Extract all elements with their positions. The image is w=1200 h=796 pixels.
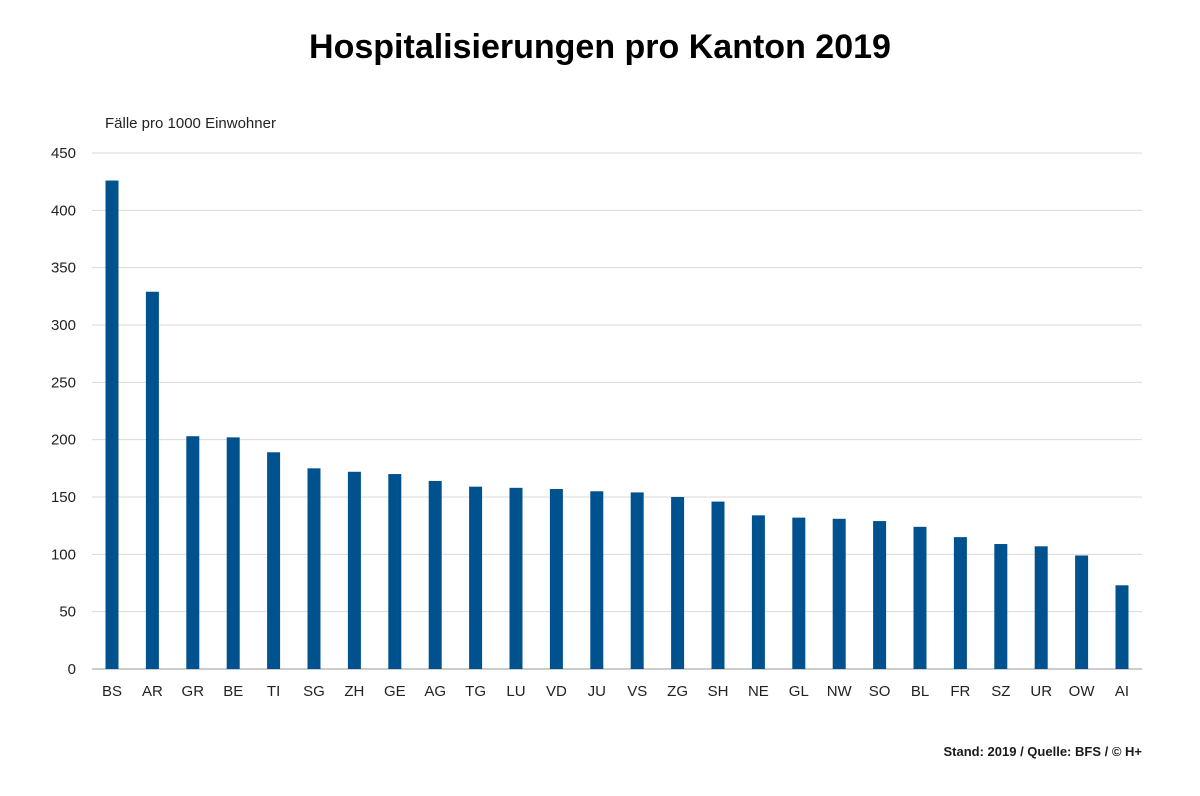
bar-vs [630,492,644,669]
x-tick-label: BS [102,683,122,700]
y-tick-label: 0 [68,661,76,678]
x-tick-label: BL [911,683,929,700]
bar-ai [1115,585,1129,669]
bar-fr [953,537,967,669]
x-tick-label: UR [1030,683,1052,700]
bar-ar [145,291,159,669]
y-tick-label: 400 [51,202,76,219]
x-tick-label: SZ [991,683,1010,700]
y-tick-label: 450 [51,145,76,162]
bar-so [873,521,887,669]
x-tick-label: AG [424,683,446,700]
bar-ow [1075,555,1089,669]
x-tick-label: ZH [344,683,364,700]
y-tick-label: 350 [51,260,76,277]
bar-zh [347,471,361,669]
bar-ne [751,515,765,669]
y-tick-label: 150 [51,489,76,506]
bar-sg [307,468,321,669]
x-tick-label: AR [142,683,163,700]
bars [105,180,1129,669]
x-tick-label: GR [182,683,205,700]
x-tick-label: JU [588,683,606,700]
bar-ag [428,480,442,669]
bar-sz [994,544,1008,669]
x-tick-label: BE [223,683,243,700]
y-axis-label: Fälle pro 1000 Einwohner [105,115,276,132]
x-tick-label: VD [546,683,567,700]
bar-bs [105,180,119,669]
y-tick-label: 300 [51,317,76,334]
x-tick-label: LU [506,683,525,700]
y-tick-label: 100 [51,546,76,563]
bar-ur [1034,546,1048,669]
bar-ge [388,474,402,669]
bar-tg [469,486,483,669]
x-tick-label: AI [1115,683,1129,700]
x-tick-label: NE [748,683,769,700]
x-tick-label: SO [869,683,891,700]
bar-vd [549,488,563,669]
x-tick-label: GL [789,683,809,700]
bar-sh [711,501,725,669]
bar-be [226,437,240,669]
bar-zg [671,497,685,669]
bar-ti [267,452,281,669]
bar-lu [509,487,523,669]
x-tick-label: FR [950,683,970,700]
bar-ju [590,491,604,669]
gridlines [92,152,1142,670]
x-tick-label: TI [267,683,280,700]
x-tick-label: OW [1069,683,1096,700]
x-axis-ticks: BS AR GR BE TI SG ZH GE AG TG LU VD JU VS ZG SH NE GL NW SO… [102,683,1129,700]
chart-title: Hospitalisierungen pro Kanton 2019 [309,28,891,66]
source-footer: Stand: 2019 / Quelle: BFS / © H+ [943,744,1143,759]
y-axis-ticks: 0 50 100 150 200 250 300 350 400 450 [51,145,76,678]
bar-nw [832,518,846,669]
bar-bl [913,526,927,669]
bar-gl [792,517,806,669]
y-tick-label: 50 [59,604,76,621]
x-tick-label: GE [384,683,406,700]
x-tick-label: NW [827,683,853,700]
y-tick-label: 250 [51,374,76,391]
y-tick-label: 200 [51,432,76,449]
bar-gr [186,436,200,669]
x-tick-label: SG [303,683,325,700]
x-tick-label: SH [708,683,729,700]
x-tick-label: TG [465,683,486,700]
x-tick-label: VS [627,683,647,700]
x-tick-label: ZG [667,683,688,700]
